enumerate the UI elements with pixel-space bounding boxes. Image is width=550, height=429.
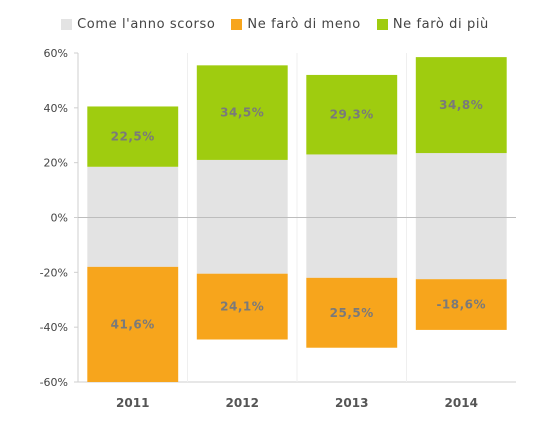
x-category-label: 2013 xyxy=(335,396,368,410)
bar-segment-0-1 xyxy=(196,159,288,274)
legend-swatch xyxy=(61,18,73,30)
legend-label: Ne farò di più xyxy=(392,16,489,32)
bar-segment-1-2 xyxy=(306,277,398,348)
bar-segment-1-3 xyxy=(415,279,507,330)
bar-segment-1-0 xyxy=(87,266,179,382)
y-tick-label: -60% xyxy=(40,376,68,389)
y-tick-label: 20% xyxy=(44,157,68,170)
legend-label: Ne farò di meno xyxy=(247,16,361,32)
data-label: 34,8% xyxy=(439,98,483,112)
y-tick-label: -20% xyxy=(40,266,68,279)
data-label: 24,1% xyxy=(220,300,264,314)
y-tick-label: -40% xyxy=(40,321,68,334)
data-label: 41,6% xyxy=(111,317,155,331)
bar-segment-2-1 xyxy=(196,65,288,160)
bar-segment-1-1 xyxy=(196,273,288,340)
data-label: 34,5% xyxy=(220,106,264,120)
bar-segment-2-0 xyxy=(87,106,179,167)
x-category-label: 2014 xyxy=(445,396,478,410)
legend-swatch xyxy=(231,18,243,30)
data-label: 29,3% xyxy=(330,108,374,122)
y-tick-label: 0% xyxy=(51,212,68,225)
legend-item: Ne farò di meno xyxy=(231,17,360,32)
legend-item: Ne farò di più xyxy=(376,16,489,32)
x-category-label: 2012 xyxy=(226,396,259,410)
data-label: 22,5% xyxy=(111,130,155,144)
y-tick-label: 60% xyxy=(44,47,68,60)
data-label: -18,6% xyxy=(436,298,486,312)
data-label: 25,5% xyxy=(330,306,374,320)
bar-segment-0-0 xyxy=(87,166,179,267)
bar-segment-0-2 xyxy=(306,154,398,278)
legend-item: Come l'anno scorso xyxy=(61,17,215,32)
bar-segment-0-3 xyxy=(415,153,507,280)
legend-label: Come l'anno scorso xyxy=(77,16,216,32)
legend-swatch xyxy=(376,18,388,30)
chart-legend: Come l'anno scorso Ne farò di meno Ne farò… xyxy=(0,14,550,34)
bar-segment-2-2 xyxy=(306,74,398,155)
bar-segment-2-3 xyxy=(415,57,507,154)
x-category-label: 2011 xyxy=(116,396,149,410)
y-tick-label: 40% xyxy=(44,102,68,115)
